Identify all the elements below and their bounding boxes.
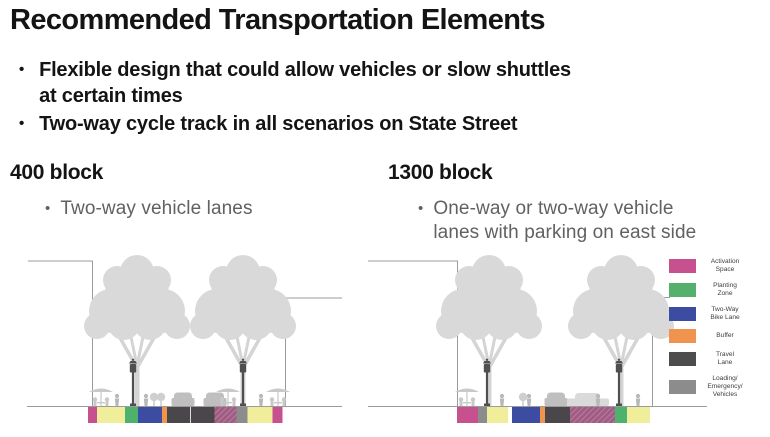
street-section-bar <box>88 407 283 423</box>
shrub-icon <box>518 392 528 406</box>
page-title: Recommended Transportation Elements <box>10 4 546 36</box>
legend-item: Travel Lane <box>669 351 751 367</box>
legend-item: Loading/ Emergency/ Vehicles <box>669 375 751 399</box>
bar-segment-paleYellow <box>487 407 508 423</box>
street-lamp-icon <box>239 358 247 406</box>
legend-swatch <box>669 380 696 395</box>
street-section-bar <box>457 407 650 423</box>
pedestrian-icon <box>635 393 641 406</box>
bar-segment-gray <box>478 407 487 423</box>
block-bullet-1300: One-way or two-way vehicle lanes with pa… <box>418 197 696 245</box>
bar-segment-orange <box>540 407 545 423</box>
shrub-icon <box>149 392 159 406</box>
legend-item: Planting Zone <box>669 282 751 298</box>
building-outline-left <box>368 260 458 406</box>
bar-segment-paleYellow <box>97 407 125 423</box>
bar-segment-paleYellow <box>247 407 273 423</box>
legend-label: Travel Lane <box>715 351 735 367</box>
tree-icon <box>568 255 674 406</box>
legend-item: Two-Way Bike Lane <box>669 306 751 322</box>
car-icon <box>171 392 195 406</box>
legend-swatch <box>669 282 696 297</box>
legend-label: Loading/ Emergency/ Vehicles <box>707 375 743 399</box>
building-outline-right <box>285 297 342 406</box>
cross-section-400-block <box>27 248 342 423</box>
legend-item: Activation Space <box>669 258 751 274</box>
parked-car-icon <box>567 393 609 406</box>
tree-icon <box>436 255 542 406</box>
car-icon <box>544 392 568 406</box>
bar-segment-darkGray <box>191 407 215 423</box>
pedestrian-icon <box>595 393 601 406</box>
block-bullet-text: Two-way vehicle lanes <box>60 198 253 219</box>
legend-swatch <box>669 258 696 273</box>
bar-segment-pink <box>272 407 283 423</box>
bar-segment-blue <box>138 407 162 423</box>
legend-label: Buffer <box>716 332 734 340</box>
legend-label: Two-Way Bike Lane <box>710 305 740 321</box>
legend-swatch <box>669 352 696 367</box>
bar-segment-green <box>615 407 627 423</box>
pedestrian-icon <box>258 393 264 406</box>
pedestrian-icon <box>114 393 120 406</box>
bar-segment-paleYellow <box>627 407 650 423</box>
block-bullet-400: Two-way vehicle lanes <box>45 197 253 222</box>
shrub-icon <box>156 392 166 406</box>
building-outline-left <box>28 260 93 406</box>
block-heading-400: 400 block <box>10 161 104 184</box>
tree-icon <box>84 255 190 406</box>
bullet-item: Two-way cycle track in all scenarios on … <box>16 111 571 137</box>
bullet-text: Flexible design that could allow vehicle… <box>39 59 571 107</box>
legend: Activation Space Planting Zone Two-Way Bik… <box>669 258 751 407</box>
legend-swatch <box>669 329 696 344</box>
legend-label: Planting Zone <box>713 281 737 297</box>
bar-segment-pink <box>457 407 478 423</box>
cross-section-1300-block <box>368 248 707 423</box>
pedestrian-icon <box>499 393 505 406</box>
bar-segment-blue <box>512 407 540 423</box>
cafe-umbrella-icon <box>455 388 479 406</box>
block-bullet-text: One-way or two-way vehicle lanes with pa… <box>433 198 697 243</box>
legend-swatch <box>669 306 696 321</box>
bar-segment-hatch <box>570 407 615 423</box>
bar-segment-pink <box>88 407 97 423</box>
bullet-list: Flexible design that could allow vehicle… <box>16 57 571 139</box>
bar-segment-hatch <box>214 407 237 423</box>
bullet-text: Two-way cycle track in all scenarios on … <box>39 113 518 135</box>
legend-label: Activation Space <box>710 258 740 273</box>
bar-segment-darkGray <box>167 407 191 423</box>
pedestrian-icon <box>526 393 532 406</box>
cafe-umbrella-icon <box>266 388 290 406</box>
bar-segment-gray <box>236 407 248 423</box>
bullet-item: Flexible design that could allow vehicle… <box>16 57 571 109</box>
legend-item: Buffer <box>669 329 751 344</box>
bar-segment-green <box>125 407 138 423</box>
bar-segment-orange <box>162 407 167 423</box>
block-heading-1300: 1300 block <box>388 161 493 184</box>
pedestrian-icon <box>143 393 149 406</box>
bar-segment-white <box>508 407 512 423</box>
bar-segment-darkGray <box>545 407 570 423</box>
